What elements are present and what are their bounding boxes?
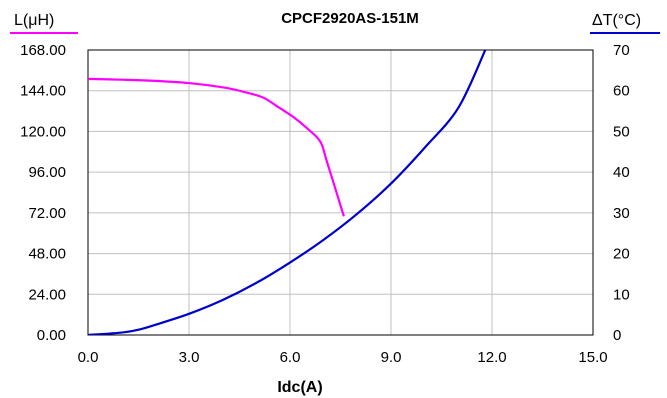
y-left-tick-label: 24.00: [28, 286, 66, 303]
y-right-tick-label: 60: [613, 83, 630, 100]
y-left-tick-label: 168.00: [20, 42, 66, 59]
chart-title: CPCF2920AS-151M: [281, 10, 419, 27]
y-right-tick-label: 40: [613, 164, 630, 181]
x-tick-label: 0.0: [78, 349, 99, 366]
y-right-tick-label: 50: [613, 123, 630, 140]
plot-frame: [87, 49, 594, 336]
y-right-tick-label: 20: [613, 246, 630, 263]
right-axis-label: ΔT(°C): [592, 12, 641, 29]
series-layer: [88, 50, 487, 335]
tick-labels: 0.0 3.0 6.0 9.0 12.0 15.0 0.00 24.00 48.00 72.00 9…: [20, 42, 630, 366]
x-tick-label: 3.0: [179, 349, 200, 366]
grid: [88, 50, 593, 335]
series-line-inductance: [88, 77, 345, 217]
y-right-tick-label: 10: [613, 286, 630, 303]
x-tick-label: 15.0: [578, 349, 607, 366]
y-left-tick-label: 48.00: [28, 246, 66, 263]
y-right-tick-label: 0: [613, 327, 621, 344]
x-axis-label: Idc(A): [277, 379, 322, 396]
x-tick-label: 12.0: [477, 349, 506, 366]
x-tick-label: 9.0: [381, 349, 402, 366]
series-line-temperature: [88, 50, 487, 335]
y-right-tick-label: 70: [613, 42, 630, 59]
y-right-tick-label: 30: [613, 205, 630, 222]
y-left-tick-label: 144.00: [20, 83, 66, 100]
y-left-tick-label: 72.00: [28, 205, 66, 222]
x-tick-label: 6.0: [280, 349, 301, 366]
y-left-tick-label: 96.00: [28, 164, 66, 181]
y-left-tick-label: 0.00: [37, 327, 66, 344]
y-left-tick-label: 120.00: [20, 123, 66, 140]
left-axis-label: L(μH): [14, 12, 54, 29]
